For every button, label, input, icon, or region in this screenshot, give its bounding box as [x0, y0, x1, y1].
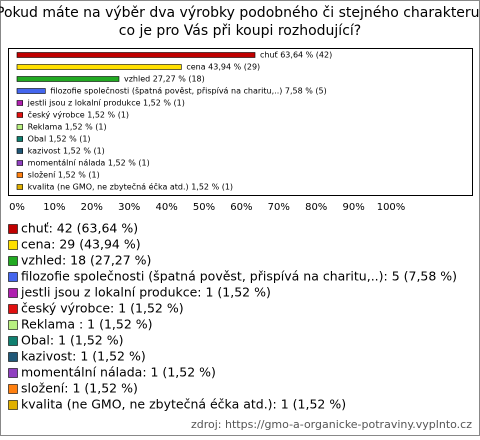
- legend-swatch: [8, 384, 18, 394]
- bar: [16, 148, 23, 154]
- legend-label: kvalita (ne GMO, ne zbytečná éčka atd.):…: [21, 397, 346, 412]
- legend-swatch: [8, 320, 18, 330]
- data-label: chuť 63,64 % (42): [260, 51, 332, 60]
- data-label: vzhled 27,27 % (18): [124, 75, 205, 84]
- bar: [16, 124, 23, 130]
- data-label: kvalita (ne GMO, ne zbytečná éčka atd.) …: [28, 182, 233, 192]
- x-tick-label: 40%: [155, 202, 177, 213]
- x-tick-label: 60%: [230, 202, 252, 213]
- x-tick-label: 90%: [342, 202, 364, 213]
- legend-label: chuť: 42 (63,64 %): [21, 221, 138, 236]
- bar: [16, 160, 23, 166]
- legend-swatch: [8, 352, 18, 362]
- data-label: Reklama 1,52 % (1): [28, 123, 107, 132]
- bar: [16, 76, 120, 82]
- x-tick-label: 80%: [305, 202, 327, 213]
- legend-swatch: [8, 368, 18, 378]
- x-tick-label: 20%: [81, 202, 103, 213]
- legend-label: Reklama : 1 (1,52 %): [21, 317, 153, 332]
- legend-label: Obal: 1 (1,52 %): [21, 333, 123, 348]
- legend-swatch: [8, 336, 18, 346]
- legend-swatch: [8, 256, 18, 266]
- x-tick-label: 30%: [118, 202, 140, 213]
- legend-swatch: [8, 304, 18, 314]
- bar: [16, 52, 256, 58]
- legend-label: vzhled: 18 (27,27 %): [21, 253, 151, 268]
- legend-swatch: [8, 224, 18, 234]
- legend-label: cena: 29 (43,94 %): [21, 237, 141, 252]
- bar: [16, 64, 182, 70]
- chart-title: Pokud máte na výběr dva výrobky podobnéh…: [0, 5, 480, 21]
- x-tick-label: 0%: [9, 202, 25, 213]
- x-tick-label: 100%: [377, 202, 406, 213]
- source: zdroj: https://gmo-a-organicke-potraviny…: [191, 418, 472, 431]
- data-label: Obal 1,52 % (1): [28, 135, 91, 144]
- bar: [16, 100, 23, 106]
- legend-swatch: [8, 400, 18, 410]
- data-label: složení 1,52 % (1): [28, 171, 100, 180]
- legend-swatch: [8, 288, 18, 298]
- chart-title: co je pro Vás při koupi rozhodující?: [119, 23, 361, 39]
- x-tick-label: 10%: [43, 202, 65, 213]
- bar: [16, 112, 23, 118]
- data-label: momentální nálada 1,52 % (1): [28, 159, 150, 168]
- legend-label: jestli jsou z lokalní produkce: 1 (1,52 …: [20, 285, 271, 300]
- legend-swatch: [8, 240, 18, 250]
- bar: [16, 172, 23, 178]
- legend-label: kazivost: 1 (1,52 %): [21, 349, 146, 364]
- plot-frame: [8, 48, 473, 196]
- bar: [16, 136, 23, 142]
- data-label: filozofie společnosti (špatná pověst, př…: [50, 86, 326, 96]
- legend-label: složení: 1 (1,52 %): [21, 381, 138, 396]
- data-label: český výrobce 1,52 % (1): [28, 110, 129, 120]
- data-label: jestli jsou z lokalní produkce 1,52 % (1…: [27, 99, 185, 108]
- legend-swatch: [8, 272, 18, 282]
- x-tick-label: 50%: [193, 202, 215, 213]
- x-tick-label: 70%: [268, 202, 290, 213]
- legend-label: momentální nálada: 1 (1,52 %): [21, 365, 216, 380]
- bar: [16, 184, 23, 190]
- data-label: cena 43,94 % (29): [186, 63, 260, 72]
- legend-label: český výrobce: 1 (1,52 %): [21, 301, 184, 316]
- legend-label: filozofie společnosti (špatná pověst, př…: [21, 269, 457, 284]
- bar: [16, 88, 46, 94]
- data-label: kazivost 1,52 % (1): [28, 147, 105, 156]
